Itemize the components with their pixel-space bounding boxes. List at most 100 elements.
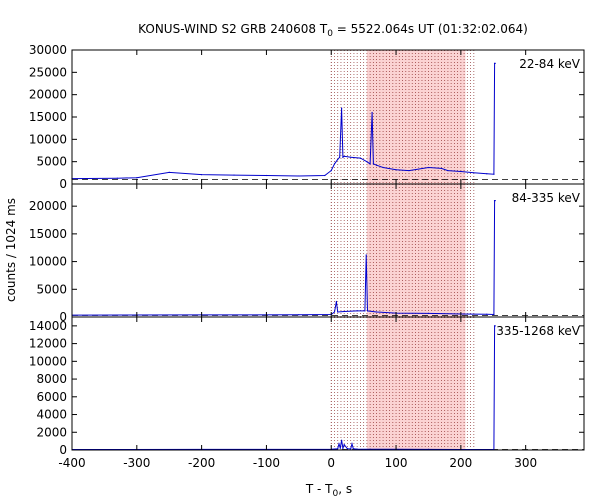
data-point: [440, 167, 443, 169]
data-point: [366, 310, 369, 312]
data-point: [382, 166, 384, 169]
x-axis-label: T - T0, s: [305, 482, 352, 499]
data-point: [351, 443, 353, 445]
energy-band-label: 84-335 keV: [512, 191, 581, 205]
data-point: [350, 156, 352, 158]
data-point: [343, 444, 345, 446]
y-tick-label: 5000: [36, 155, 67, 169]
y-tick-label: 8000: [36, 372, 67, 386]
y-tick-label: 0: [59, 177, 67, 191]
data-point: [395, 169, 397, 171]
y-tick-label: 6000: [36, 390, 67, 404]
data-point: [346, 448, 349, 450]
y-tick-label: 15000: [29, 227, 67, 241]
energy-band-label: 335-1268 keV: [496, 324, 580, 338]
data-point: [339, 156, 341, 158]
data-point: [460, 170, 462, 173]
panel-frame: [71, 183, 585, 318]
data-point: [408, 170, 410, 172]
data-point: [427, 166, 430, 169]
y-tick-label: 5000: [36, 282, 67, 296]
data-point: [486, 173, 488, 175]
data-point: [333, 311, 336, 313]
y-tick-label: 20000: [29, 199, 67, 213]
x-tick-label: 100: [385, 456, 408, 470]
panel-1: 0 5000 10000 15000 20000 25000 30000 22-84 keV: [29, 43, 585, 191]
data-point: [343, 310, 345, 313]
data-point: [337, 448, 339, 450]
x-tick-label: 300: [514, 456, 537, 470]
data-point: [376, 164, 378, 166]
data-point: [494, 200, 496, 202]
data-point: [324, 174, 326, 177]
shaded-interval: [366, 317, 466, 450]
x-tick-label: 200: [449, 456, 472, 470]
x-tick-label: -100: [253, 456, 280, 470]
data-point: [365, 254, 367, 256]
y-tick-label: 14000: [29, 319, 67, 333]
panel-frame: [71, 49, 585, 185]
data-point: [337, 311, 339, 313]
data-point: [372, 163, 374, 165]
data-point: [343, 155, 345, 157]
y-tick-label: 10000: [29, 255, 67, 269]
x-tick-label: -300: [123, 456, 150, 470]
data-point: [352, 448, 354, 450]
data-point: [371, 111, 373, 114]
data-point: [341, 107, 343, 109]
data-point: [427, 312, 430, 314]
y-axis-label: counts / 1024 ms: [4, 198, 18, 302]
data-point: [493, 173, 495, 175]
x-tick-label: -400: [58, 456, 85, 470]
shaded-interval: [366, 50, 466, 184]
data-point: [473, 172, 475, 174]
y-tick-label: 10000: [29, 354, 67, 368]
data-point: [356, 310, 358, 312]
data-point: [136, 177, 138, 179]
chart-title: KONUS-WIND S2 GRB 240608 T0 = 5522.064s …: [138, 22, 528, 39]
data-point: [364, 310, 366, 312]
panel-2: 0 5000 10000 15000 20000 84-335 keV: [29, 183, 585, 324]
shaded-interval: [366, 184, 466, 317]
data-point: [493, 313, 495, 316]
y-tick-label: 2000: [36, 425, 67, 439]
y-tick-label: 12000: [29, 337, 67, 351]
y-tick-label: 0: [59, 310, 67, 324]
y-tick-label: 0: [59, 443, 67, 457]
y-tick-label: 30000: [29, 43, 67, 57]
data-point: [338, 443, 340, 445]
y-tick-label: 25000: [29, 65, 67, 79]
y-tick-label: 4000: [36, 408, 67, 422]
data-point: [233, 174, 235, 176]
data-point: [168, 171, 170, 173]
x-tick-label: 0: [327, 456, 335, 470]
data-point: [337, 158, 339, 161]
panel-frame: [71, 316, 585, 451]
panel-3: 0 2000 4000 6000 8000 10000 12000 14000 335-1268…: [29, 316, 585, 457]
y-tick-label: 10000: [29, 132, 67, 146]
y-tick-label: 15000: [29, 110, 67, 124]
data-point: [494, 325, 496, 327]
data-point: [298, 175, 300, 177]
data-point: [447, 170, 449, 172]
data-point: [350, 448, 352, 450]
data-point: [369, 163, 371, 165]
data-point: [353, 448, 356, 450]
energy-band-label: 22-84 keV: [519, 57, 581, 71]
data-point: [339, 447, 341, 449]
data-point: [330, 170, 332, 172]
light-curve-series: [71, 325, 496, 451]
data-point: [333, 163, 336, 165]
data-point: [359, 157, 362, 159]
data-point: [376, 311, 378, 313]
data-point: [265, 174, 268, 177]
data-point: [201, 174, 203, 176]
data-point: [366, 161, 368, 163]
data-point: [342, 156, 344, 158]
data-point: [486, 313, 488, 315]
light-curve-series: [71, 200, 496, 316]
data-point: [341, 439, 343, 441]
data-point: [335, 300, 338, 303]
data-point: [116, 177, 118, 179]
